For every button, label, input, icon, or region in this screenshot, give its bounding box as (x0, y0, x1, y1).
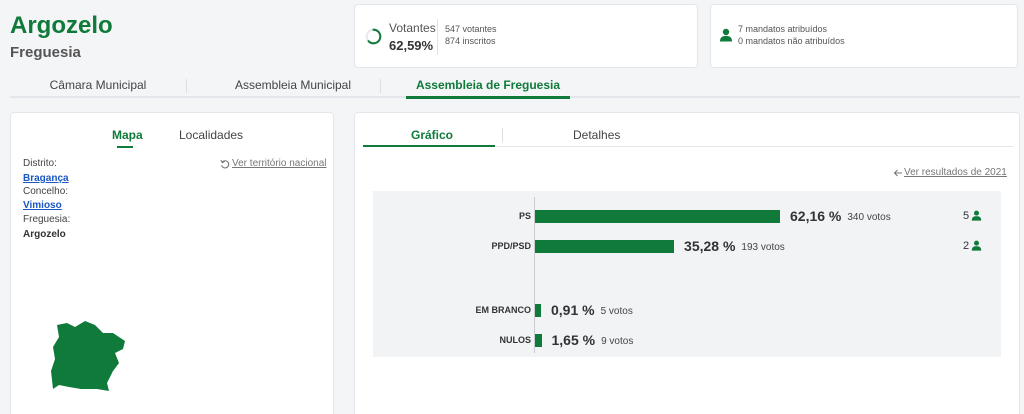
parish-map-shape[interactable] (51, 319, 127, 391)
bar-label-ps: PS (518, 211, 531, 221)
freguesia-label: Freguesia: (23, 214, 71, 225)
bar-votes-em-branco: 5 votos (600, 306, 633, 317)
tab-separator (186, 79, 187, 93)
active-tab-indicator (406, 96, 570, 99)
bar-label-nulos: NULOS (499, 335, 532, 345)
bar-em-branco[interactable] (535, 304, 541, 317)
turnout-percent: 62,59% (389, 38, 434, 53)
seats-card: 7 mandatos atribuídos 0 mandatos não atr… (710, 4, 1018, 68)
previous-results-link[interactable]: Ver resultados de 2021 (904, 167, 1007, 178)
distrito-label: Distrito: (23, 158, 57, 169)
subtabs-baseline (363, 146, 1013, 147)
freguesia-value: Argozelo (23, 229, 66, 240)
bar-ps[interactable] (535, 210, 780, 223)
tab-mapa[interactable]: Mapa (112, 128, 143, 142)
bar-votes-nulos: 9 votos (601, 336, 634, 347)
seats-count-ppd-psd: 2 (963, 240, 970, 252)
bar-nulos[interactable] (535, 334, 542, 347)
concelho-label: Concelho: (23, 186, 69, 197)
turnout-card: Votantes 62,59% 547 votantes 874 inscrit… (354, 4, 698, 68)
turnout-label: Votantes (389, 21, 436, 35)
tab-localidades[interactable]: Localidades (179, 128, 244, 142)
page-subtitle: Freguesia (10, 44, 81, 61)
seat-person-icon (971, 210, 982, 221)
bar-percent-ps: 62,16 % (790, 208, 842, 224)
chart-axis (534, 197, 535, 353)
tab-assembleia-municipal[interactable]: Assembleia Municipal (234, 78, 352, 92)
bar-votes-ps: 340 votos (847, 212, 891, 223)
voters-count: 547 votantes (445, 24, 497, 34)
tab-separator (380, 79, 381, 93)
bar-votes-ppd-psd: 193 votos (741, 242, 785, 253)
national-territory-link[interactable]: Ver território nacional (232, 158, 327, 169)
turnout-progress-icon (365, 28, 382, 45)
seats-unassigned: 0 mandatos não atribuídos (738, 36, 845, 46)
person-icon (720, 28, 732, 42)
bar-label-em-branco: EM BRANCO (475, 305, 532, 315)
concelho-link[interactable]: Vimioso (23, 200, 62, 211)
tab-assembleia-freguesia[interactable]: Assembleia de Freguesia (415, 78, 561, 92)
turnout-divider (437, 19, 438, 55)
bar-percent-em-branco: 0,91 % (551, 302, 595, 318)
seats-assigned: 7 mandatos atribuídos (738, 24, 828, 34)
registered-count: 874 inscritos (445, 36, 496, 46)
results-panel: Gráfico Detalhes Ver resultados de 2021 … (354, 112, 1020, 414)
distrito-link[interactable]: Bragança (23, 173, 69, 184)
bar-percent-nulos: 1,65 % (551, 332, 596, 348)
active-subtab-indicator (363, 145, 495, 147)
results-bar-chart: PS 62,16 % 340 votos 5 PPD/PSD 35,28 % 193 vot… (373, 191, 1001, 357)
bar-ppd-psd[interactable] (535, 240, 675, 253)
subtab-separator (502, 128, 503, 142)
page-title: Argozelo (10, 12, 113, 39)
seat-person-icon (971, 240, 982, 251)
tab-detalhes[interactable]: Detalhes (573, 128, 621, 142)
bar-percent-ppd-psd: 35,28 % (684, 238, 736, 254)
tab-camara-municipal[interactable]: Câmara Municipal (49, 78, 147, 92)
arrow-left-icon (893, 169, 902, 177)
bar-label-ppd-psd: PPD/PSD (491, 241, 531, 251)
active-subtab-indicator (117, 146, 133, 148)
map-panel: Mapa Localidades Distrito: Bragança Conc… (10, 112, 334, 414)
reset-icon (220, 159, 230, 169)
seats-count-ps: 5 (963, 210, 970, 222)
tab-grafico[interactable]: Gráfico (411, 128, 454, 142)
